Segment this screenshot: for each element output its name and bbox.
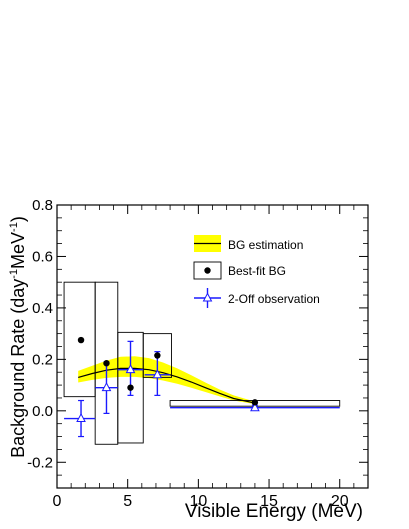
y-axis-label-mid: MeV <box>8 232 28 269</box>
legend-label-best-fit: Best-fit BG <box>228 264 286 278</box>
best-fit-point <box>251 399 259 406</box>
y-tick-label: 0.2 <box>32 351 53 368</box>
y-tick-label: 0.6 <box>32 248 53 265</box>
y-tick-label: 0.0 <box>32 403 53 420</box>
x-tick-label: 20 <box>331 493 349 510</box>
legend-dot-swatch <box>204 267 211 274</box>
best-fit-point <box>103 360 110 367</box>
y-tick-label: -0.2 <box>27 454 53 471</box>
legend-box-swatch <box>193 261 222 280</box>
observation-point <box>125 364 136 374</box>
axes: 0 5 10 15 20 -0.2 0.0 0.2 0.4 0.6 0.8 <box>27 197 369 510</box>
x-tick-label: 15 <box>260 493 278 510</box>
y-axis-label-sup2: -1 <box>8 222 20 232</box>
x-tick-label: 5 <box>123 493 132 510</box>
observation-point <box>152 369 163 379</box>
legend: BG estimation Best-fit BG 2-Off observatio… <box>193 235 320 308</box>
best-fit-point <box>77 336 85 344</box>
legend-label-2off: 2-Off observation <box>228 292 320 306</box>
x-axis-label: Visible Energy (MeV) <box>185 501 363 522</box>
y-axis-label-sup1: -1 <box>8 269 20 279</box>
observation-point <box>76 412 86 423</box>
y-axis-label-main: Background Rate (day <box>8 279 28 458</box>
x-tick-label: 10 <box>189 493 207 510</box>
y-axis-label-end: ) <box>8 216 28 222</box>
observation-point <box>101 382 112 392</box>
plot-area <box>63 281 341 445</box>
best-fit-point <box>127 384 134 391</box>
y-axis-label: Background Rate (day-1MeV-1) <box>8 216 28 458</box>
observation-point <box>250 402 260 412</box>
legend-triangle-swatch <box>202 292 213 302</box>
legend-label-bg-estimation: BG estimation <box>228 238 303 252</box>
best-fit-point <box>154 352 161 359</box>
y-tick-label: 0.8 <box>32 197 53 214</box>
y-tick-label: 0.4 <box>32 300 53 317</box>
x-tick-label: 0 <box>53 493 62 510</box>
